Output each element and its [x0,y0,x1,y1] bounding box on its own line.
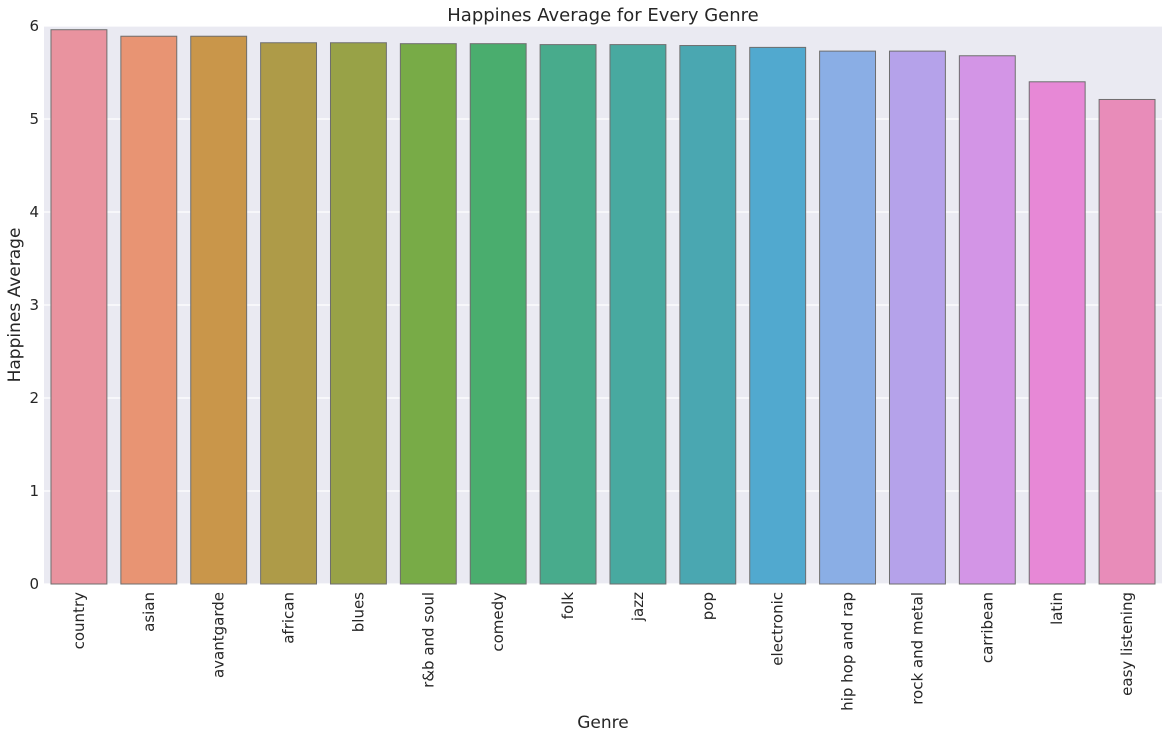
x-tick-label: r&b and soul [419,592,437,688]
x-tick-label: comedy [489,592,507,652]
bar-pop [679,45,737,585]
bar-jazz [609,44,667,585]
y-tick-label: 0 [29,575,39,593]
bar-hip-hop-and-rap [819,50,877,585]
bar-folk [539,44,597,585]
bar-african [260,42,318,585]
x-tick-label: african [280,592,298,644]
x-tick-label: electronic [769,592,787,666]
x-tick-label: jazz [629,592,647,622]
bars [50,29,1156,585]
y-tick-label: 2 [29,389,39,407]
x-tick-label: hip hop and rap [839,592,857,711]
y-tick-label: 5 [29,110,39,128]
bar-avantgarde [190,35,248,585]
y-tick-label: 3 [29,296,39,314]
y-tick-labels: 0 1 2 3 4 5 6 [29,17,39,593]
x-tick-label: latin [1048,592,1066,625]
x-tick-label: asian [140,592,158,632]
bar-comedy [469,43,527,585]
chart-title: Happines Average for Every Genre [447,5,759,26]
x-tick-label: carribean [978,592,996,663]
bar-latin [1028,81,1086,585]
y-axis-label: Happines Average [5,228,25,383]
bar-carribean [958,55,1016,585]
bar-easy-listening [1098,98,1156,585]
y-tick-label: 1 [29,482,39,500]
x-tick-label: pop [699,592,717,620]
y-tick-label: 4 [29,203,39,221]
x-axis-label: Genre [577,713,628,733]
x-tick-labels: country asian avantgarde african blues r&b an… [70,592,1136,711]
x-tick-label: blues [349,592,367,632]
x-tick-label: easy listening [1118,592,1136,696]
x-tick-label: rock and metal [908,592,926,705]
bar-country [50,29,108,585]
bar-rock-and-metal [888,50,946,585]
bar-electronic [749,46,807,585]
bar-asian [120,35,178,585]
bar-r-b-and-soul [399,43,457,585]
x-tick-label: country [70,592,88,649]
x-tick-label: avantgarde [210,592,228,678]
x-tick-label: folk [559,592,577,620]
y-tick-label: 6 [29,17,39,35]
bar-blues [329,42,387,585]
